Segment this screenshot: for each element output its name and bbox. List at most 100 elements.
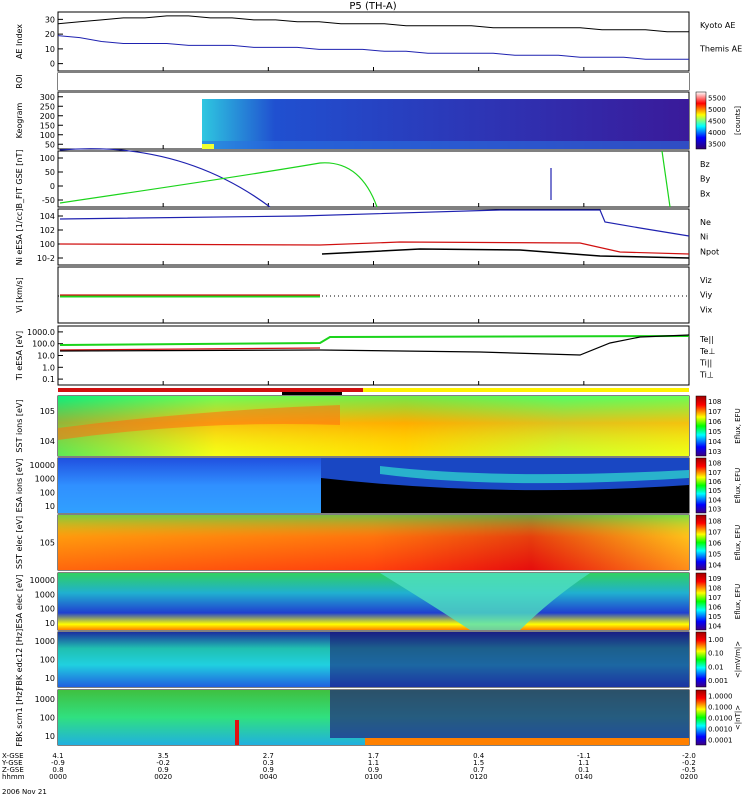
y-axis-label: Ti eESA [eV] [15,331,24,381]
legend-bz: Bz [700,160,710,169]
colorbar-tick-label: 0.001 [708,677,728,685]
colorbar-tick-label: 106 [708,540,722,548]
axis-row-value: 3.5 [158,752,169,760]
colorbar: 108 107 106 105 104 103 Eflux, EFU [695,395,742,457]
axis-row-value: 0200 [680,773,698,781]
y-tick-label: -50 [42,196,55,205]
panel-frame [57,11,690,72]
panel-vi-km-s: Vi [km/s] Viz Viy Vix [15,266,713,324]
colorbar-label: [counts] [734,106,742,135]
axis-row-value: -1.1 [577,752,591,760]
y-tick-label: 200 [40,112,55,121]
y-axis-label: Vi [km/s] [15,277,24,313]
keogram-bright-band [202,141,689,149]
y-axis-label: SST elec [eV] [15,516,24,569]
axis-row-label: Z-GSE [2,766,24,774]
axis-row-label: hhmm [2,773,25,781]
series-themis-ae [57,35,689,60]
colorbar-tick-label: 0.0010 [708,726,733,734]
y-axis-label: FBK edc12 [Hz] [15,629,24,690]
panel-b-fit-gse-nt: B_FIT GSE [nT] -50 0 50 100 Bz By Bx [15,150,710,209]
legend-by: By [700,175,710,184]
y-tick-label: 102 [40,226,55,235]
colorbar-tick-label: 103 [708,448,721,456]
legend-ne: Ne [700,218,711,227]
colorbar-label: Eflux, EFU [734,525,742,560]
colorbar-tick-label: 105 [708,428,721,436]
te-par-curve [59,334,690,356]
y-tick-label: 10 [45,732,55,741]
y-tick-label: 250 [40,102,55,111]
y-tick-label: 100 [40,154,55,163]
te-perp-curve [59,347,321,351]
legend-ti: Ti⊥ [699,370,714,379]
y-tick-label: 150 [40,121,55,130]
panel-curves [58,76,690,356]
colorbar-tick-label: 105 [708,551,721,559]
panel-frame [57,325,690,386]
axis-row-value: 0.9 [368,766,379,774]
y-axis-label: FBK scm1 [Hz] [15,688,24,746]
panel-ni-eesa-1-cc: Ni eESA [1/cc] 10-2 100 102 104 Ne Ni Npot [15,208,719,266]
axis-row-value: 0.8 [52,766,63,774]
colorbar-tick-label: 5000 [708,106,726,114]
y-tick-label: 104 [40,437,55,446]
colorbar-tick-label: 0.10 [708,650,724,658]
y-tick-label: 0 [50,60,55,69]
legend-npot: Npot [700,247,719,256]
colorbar: 5500 5000 4500 4000 3500 [counts] [695,91,742,150]
colorbar-tick-label: 0.01 [708,663,724,671]
axis-row-value: 1.1 [578,759,589,767]
y-tick-label: 10 [45,45,55,54]
legend-vix: Vix [700,305,713,314]
y-tick-label: 50 [45,168,55,177]
sst-ions-orange-band [58,405,340,440]
status-bar-black [282,392,342,395]
axis-row-value: 0120 [470,773,488,781]
y-tick-label: 50 [45,140,55,149]
axis-row-value: -0.2 [682,759,696,767]
colorbar: 1.00 0.10 0.01 0.001 <|mV/m|> [695,631,742,688]
y-tick-label: 10 [45,619,55,628]
y-tick-label: 0.1 [42,375,55,384]
axis-row-value: 0000 [49,773,67,781]
colorbar-tick-label: 1.0000 [708,693,733,701]
colorbar-tick-label: 104 [708,496,722,504]
y-tick-label: 10-2 [37,254,55,263]
colorbar-label: Eflux, EFU [734,584,742,619]
axis-row-value: -2.0 [682,752,696,760]
y-tick-label: 100 [40,656,55,665]
bx-curve [59,148,271,208]
colorbar-tick-label: 106 [708,478,722,486]
colorbar-tick-label: 108 [708,398,721,406]
colorbar-tick-label: 104 [708,562,722,570]
colorbar-tick-label: 106 [708,418,722,426]
y-tick-label: 100 [40,714,55,723]
axis-row-value: 1.7 [368,752,379,760]
status-bar-red [58,388,363,392]
colorbar-tick-label: 108 [708,584,721,592]
fbk-scm1-dark [330,690,689,738]
colorbar-label: <|nT|> [734,705,742,730]
y-tick-label: 300 [40,93,55,102]
axis-row-value: -0.5 [682,766,696,774]
legend-te: Te⊥ [699,347,715,356]
ti-par-curve [59,335,690,346]
colorbar-tick-label: 0.0100 [708,715,733,723]
colorbar-gradient [695,631,707,688]
keogram-yellow-edge [202,144,214,149]
colorbar-tick-label: 108 [708,518,721,526]
axis-row-value: 0.3 [263,759,274,767]
axis-row-label: X-GSE [2,752,24,760]
fbk-scm1-red-spike [235,720,239,745]
npot-curve [59,209,690,237]
time-axis: X-GSE 4.1 3.5 2.7 1.7 0.4 -1.1 -2.0 Y-GSE -0.9 -0.… [1,752,698,796]
y-axis-label: Ni eESA [1/cc] [15,209,24,266]
y-tick-label: 20 [45,30,55,39]
y-axis-label: ESA elec [eV] [15,575,24,629]
panel-ae-index: AE Index 0 10 20 30 Kyoto AE Themis AE [15,11,742,72]
colorbar-tick-label: 108 [708,460,721,468]
y-tick-label: 10000 [30,576,55,585]
axis-row-value: 2.7 [263,752,274,760]
